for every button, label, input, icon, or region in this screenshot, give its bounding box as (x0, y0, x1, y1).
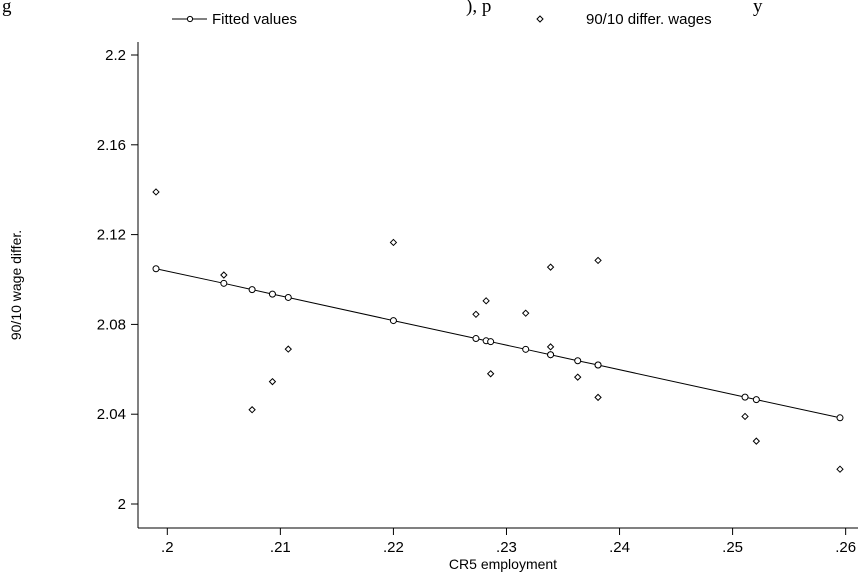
legend-fitted-marker (186, 15, 194, 23)
wage-differential-point (220, 271, 228, 279)
fitted-value-point (752, 396, 760, 404)
wage-differential-point (389, 238, 398, 247)
x-tick-label: .22 (383, 539, 404, 556)
x-tick-label: .23 (496, 539, 517, 556)
wage-differential-point (546, 343, 555, 351)
fitted-value-point (522, 345, 530, 353)
x-ticks: .2 .21 .22 .23 .24 .25 .26 (161, 528, 856, 556)
header-fragment-1: g (2, 0, 12, 17)
x-tick-label: .26 (835, 539, 856, 556)
wage-differential-point (482, 297, 490, 305)
wage-differential-point (284, 345, 292, 353)
y-tick-label: 2.16 (97, 137, 126, 154)
x-tick-label: .25 (722, 539, 743, 556)
y-ticks: 2 2.04 2.08 2.12 2.16 2.2 (97, 47, 138, 513)
legend-observed-label: 90/10 differ. wages (586, 11, 712, 28)
header-fragment-3: y (753, 0, 763, 17)
fitted-values-line (155, 268, 841, 419)
fitted-value-point (574, 357, 582, 365)
wage-differential-point (836, 465, 844, 473)
wage-differential-point (594, 393, 602, 402)
x-tick-label: .21 (270, 539, 291, 556)
x-tick-label: .2 (161, 539, 174, 556)
fitted-value-point (594, 361, 602, 369)
wage-differential-point (594, 256, 602, 265)
y-tick-label: 2 (118, 496, 126, 513)
fitted-value-point (152, 265, 160, 273)
wage-differential-point (486, 370, 495, 378)
wage-differential-point (573, 373, 582, 381)
fitted-value-point (220, 279, 228, 287)
fitted-value-point (268, 290, 276, 298)
y-tick-label: 2.12 (97, 227, 126, 244)
fitted-value-point (547, 351, 555, 359)
wage-differential-point (546, 263, 555, 271)
legend-fitted-label: Fitted values (212, 11, 297, 28)
wage-differential-point (741, 412, 749, 421)
x-tick-label: .24 (609, 539, 630, 556)
wage-differential-point (472, 310, 480, 319)
legend-observed-marker (536, 15, 544, 23)
wage-differential-point (521, 309, 530, 317)
wage-differential-point (752, 437, 761, 445)
x-axis-title: CR5 employment (449, 556, 557, 572)
series-layer (152, 188, 844, 473)
fitted-value-point (472, 335, 480, 343)
y-axis-title: 90/10 wage differ. (8, 230, 24, 340)
wage-differential-point (248, 406, 256, 414)
fitted-value-point (389, 317, 397, 325)
y-tick-label: 2.04 (97, 406, 126, 423)
fitted-value-point (836, 414, 844, 422)
legend: Fitted values 90/10 differ. wages (172, 11, 712, 28)
y-tick-label: 2.2 (105, 47, 126, 64)
wage-differential-point (268, 377, 277, 386)
fitted-value-point (487, 338, 495, 346)
wage-differential-point (152, 188, 160, 196)
fitted-value-point (284, 293, 292, 301)
fitted-value-point (741, 393, 749, 401)
y-tick-label: 2.08 (97, 316, 126, 333)
header-fragment-2: ), p (466, 0, 491, 17)
fitted-value-point (248, 286, 256, 294)
